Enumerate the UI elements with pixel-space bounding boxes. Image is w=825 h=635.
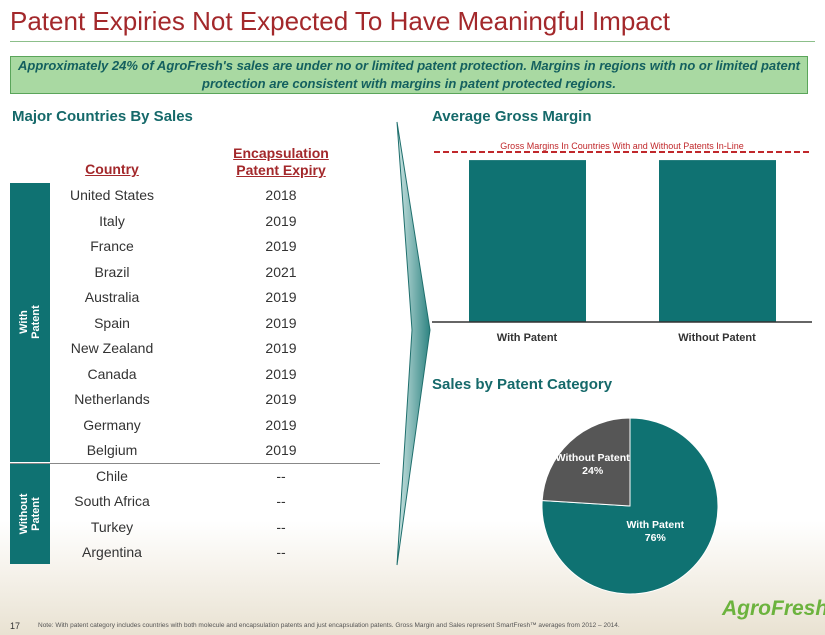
expiry-cell: 2019 <box>265 391 297 407</box>
expiry-cell: 2018 <box>265 187 297 203</box>
x-tick-label: With Patent <box>497 332 558 344</box>
country-cell: United States <box>69 187 155 203</box>
country-cell: Germany <box>83 416 141 433</box>
expiry-cell: 2019 <box>265 238 297 254</box>
logo-text: AgroFresh <box>722 597 825 620</box>
country-cell: South Africa <box>74 493 150 509</box>
bar <box>659 160 776 322</box>
expiry-cell: 2019 <box>265 314 297 331</box>
expiry-cell: 2019 <box>265 212 297 229</box>
expiry-cell: 2019 <box>265 365 297 382</box>
expiry-cell: -- <box>276 493 286 509</box>
x-tick-label: Without Patent <box>678 332 756 344</box>
group-divider <box>10 462 380 464</box>
country-cell: Argentina <box>82 544 142 560</box>
column-header: Encapsulation Patent Expiry <box>233 145 329 178</box>
country-cell: Italy <box>99 212 125 229</box>
column-header: Country <box>85 161 139 177</box>
page-number: 17 <box>10 621 21 631</box>
expiry-cell: 2019 <box>265 289 297 305</box>
slice-label: With Patent <box>626 519 684 531</box>
chart-title: Average Gross Margin <box>432 108 592 125</box>
expiry-cell: -- <box>276 467 286 484</box>
expiry-cell: -- <box>276 518 286 535</box>
country-cell: Turkey <box>90 518 134 535</box>
expiry-cell: 2019 <box>265 442 297 458</box>
group-label: With Patent <box>10 183 50 462</box>
expiry-cell: 2019 <box>265 340 297 356</box>
annotation: Gross Margins In Countries With and With… <box>500 141 744 151</box>
callout: Approximately 24% of AgroFresh's sales a… <box>10 56 808 94</box>
table-title: Major Countries By Sales <box>12 108 193 125</box>
country-cell: Brazil <box>94 263 130 280</box>
pie-slice <box>541 417 631 507</box>
country-cell: Netherlands <box>74 391 150 407</box>
slice-label: Without Patent <box>556 452 630 464</box>
slice-value: 76% <box>645 532 667 544</box>
country-cell: France <box>90 238 134 254</box>
slice-value: 24% <box>582 465 604 477</box>
footnote: Note: With patent category includes coun… <box>38 622 620 629</box>
chart-title: Sales by Patent Category <box>432 376 613 393</box>
bar <box>469 160 586 322</box>
expiry-cell: -- <box>276 544 286 560</box>
country-cell: Spain <box>94 314 130 331</box>
title-rule <box>10 41 815 42</box>
logo: AgroFreshTM <box>722 597 825 621</box>
expiry-cell: 2021 <box>265 263 297 280</box>
country-cell: Belgium <box>86 442 138 458</box>
slide-title: Patent Expiries Not Expected To Have Mea… <box>10 6 670 36</box>
country-cell: Canada <box>87 365 137 382</box>
country-cell: New Zealand <box>70 340 154 356</box>
expiry-cell: 2019 <box>265 416 297 433</box>
group-label: Without Patent <box>10 463 50 564</box>
country-cell: Chile <box>96 467 128 484</box>
country-cell: Australia <box>84 289 140 305</box>
arrow <box>396 121 431 566</box>
